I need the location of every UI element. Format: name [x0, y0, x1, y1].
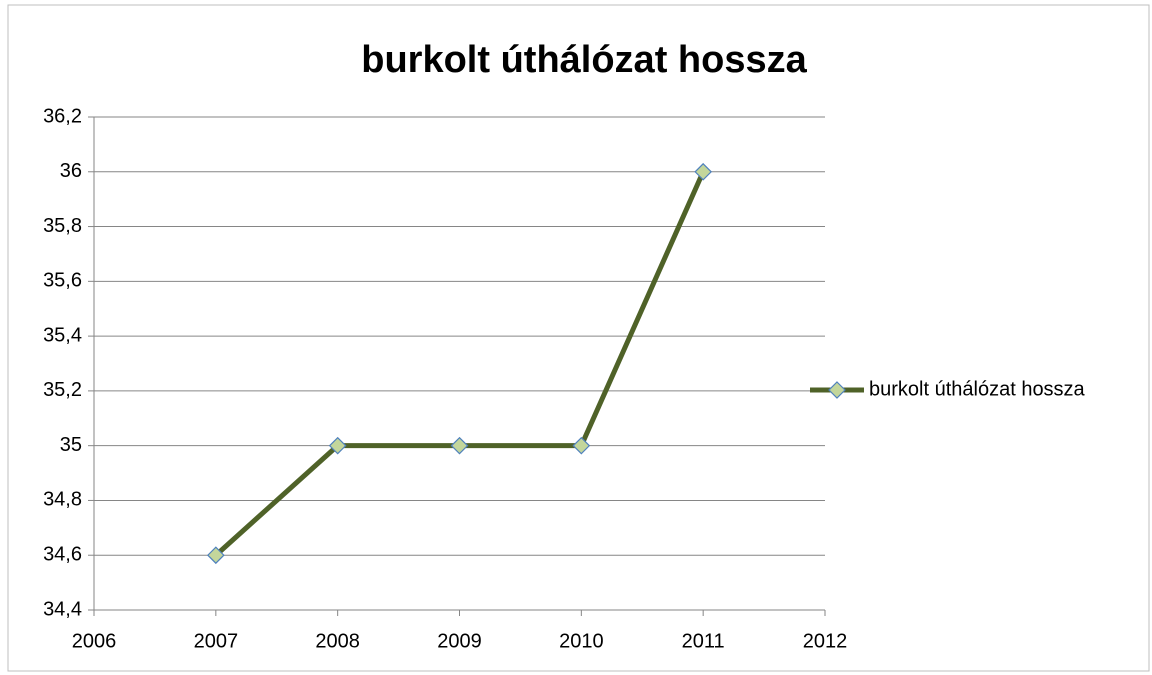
chart-title: burkolt úthálózat hossza — [361, 39, 807, 81]
y-tick-label: 34,4 — [43, 598, 82, 620]
chart-frame — [7, 4, 1150, 672]
y-tick-label: 34,6 — [43, 544, 82, 566]
marker — [206, 546, 225, 565]
x-tick-label: 2007 — [194, 630, 239, 652]
marker — [328, 436, 347, 455]
marker — [572, 436, 591, 455]
x-tick-label: 2012 — [803, 630, 848, 652]
legend-marker — [828, 381, 846, 399]
marker — [450, 436, 469, 455]
y-tick-label: 35,8 — [43, 215, 82, 237]
y-tick-label: 35,6 — [43, 270, 82, 292]
legend-label: burkolt úthálózat hossza — [869, 378, 1086, 400]
x-tick-label: 2006 — [72, 630, 117, 652]
y-tick-label: 34,8 — [43, 489, 82, 511]
y-tick-label: 36,2 — [43, 105, 82, 127]
x-tick-label: 2010 — [559, 630, 604, 652]
y-tick-label: 36 — [60, 160, 82, 182]
x-tick-label: 2011 — [682, 630, 725, 652]
y-tick-label: 35 — [60, 434, 82, 456]
x-tick-label: 2008 — [315, 630, 360, 652]
marker — [694, 162, 713, 181]
x-tick-label: 2009 — [437, 630, 482, 652]
y-tick-label: 35,2 — [43, 379, 82, 401]
y-tick-label: 35,4 — [43, 324, 82, 346]
